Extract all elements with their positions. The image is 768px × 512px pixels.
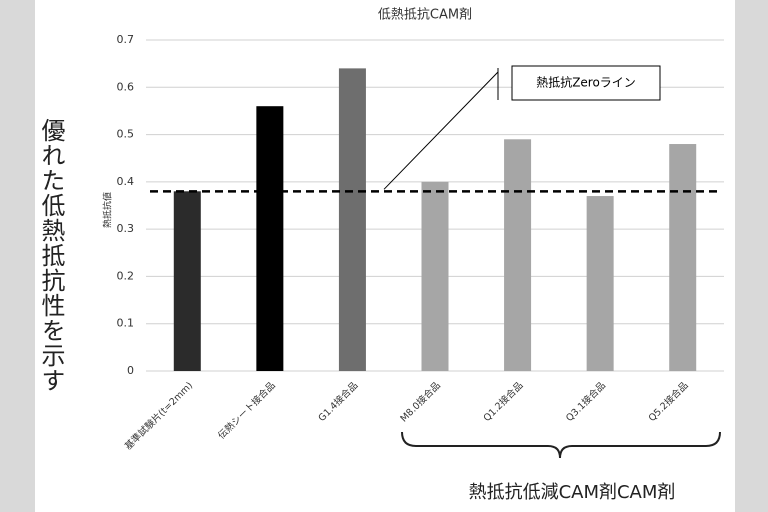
y-tick-label: 0.6 [117, 80, 135, 93]
y-tick-label: 0.2 [117, 269, 135, 282]
y-tick-label: 0 [127, 364, 134, 377]
bar [421, 181, 449, 371]
y-tick-label: 0.1 [117, 317, 135, 330]
y-tick-label: 0.4 [117, 175, 135, 188]
y-tick-label: 0.5 [117, 128, 135, 141]
bar [669, 144, 697, 371]
x-tick-label: 基準試験片(t=2mm) [122, 379, 195, 452]
bar [504, 139, 532, 371]
group-annotation: 熱抵抗低減CAM剤CAM剤 [469, 482, 676, 503]
chart-title: 低熱抵抗CAM剤 [378, 7, 472, 23]
group-bracket [401, 431, 721, 459]
callout-box [511, 65, 661, 101]
callout-line [383, 71, 499, 190]
y-tick-label: 0.3 [117, 222, 135, 235]
x-tick-label: 伝熱シート接合品 [216, 379, 278, 441]
x-tick-label: G1.4接合品 [316, 379, 361, 424]
bar [173, 191, 201, 371]
x-tick-label: Q5.2接合品 [646, 379, 691, 424]
bar [256, 106, 284, 371]
bar [586, 196, 614, 371]
x-tick-label: Q1.2接合品 [481, 379, 526, 424]
y-axis-label: 熱抵抗値 [102, 192, 114, 228]
x-tick-label: Q3.1接合品 [563, 379, 608, 424]
side-annotation: 優れた低熱抵抗性を示す [37, 118, 65, 393]
callout-label: 熱抵抗Zeroライン [536, 75, 636, 90]
x-tick-label: M8.0接合品 [398, 379, 443, 424]
bar [338, 68, 366, 371]
y-tick-label: 0.7 [117, 33, 135, 46]
